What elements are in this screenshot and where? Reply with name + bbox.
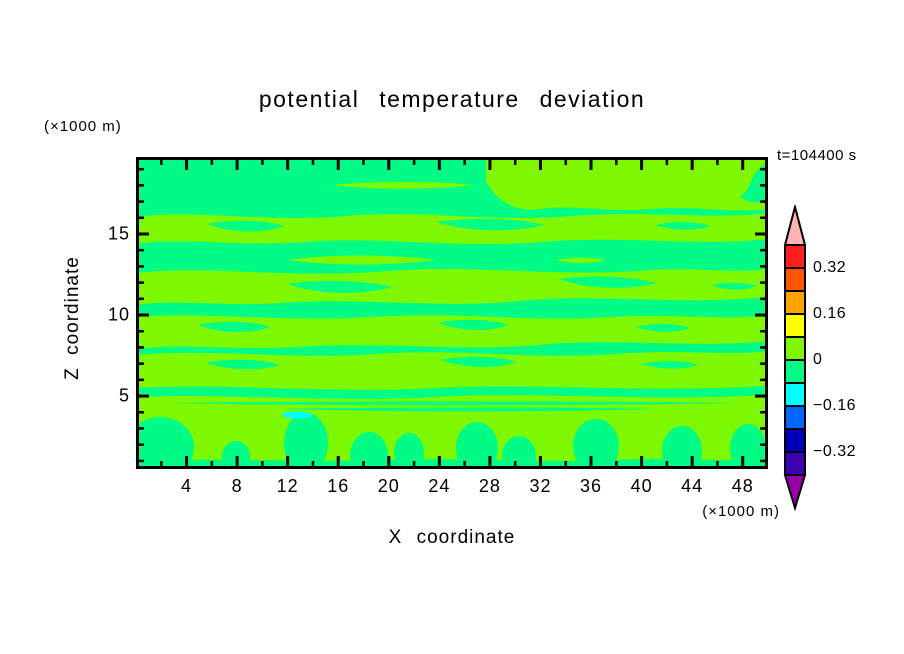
x-tick-label: 40 [630,476,653,496]
x-tick-label: 44 [681,476,704,496]
colorbar-label: −0.16 [813,397,856,414]
z-tick-labels: 5 10 15 [88,157,130,469]
colorbar-label: 0.16 [813,305,847,322]
z-axis-label: Z coordinate [62,256,83,380]
x-tick-label: 8 [231,476,243,496]
colorbar-label: −0.32 [813,443,856,460]
z-tick-label: 5 [118,385,130,406]
x-tick-labels: 4 8 12 16 20 24 28 32 36 40 44 48 [136,476,768,498]
x-tick-label: 36 [580,476,603,496]
x-tick-label: 4 [181,476,193,496]
colorbar [783,205,807,511]
x-tick-label: 48 [731,476,754,496]
x-tick-label: 28 [478,476,501,496]
x-axis-unit-label: (×1000 m) [702,503,780,520]
z-tick-label: 15 [107,223,130,244]
z-axis-unit-label: (×1000 m) [44,118,122,135]
time-label: t=104400 s [777,147,857,164]
x-tick-label: 20 [377,476,400,496]
x-tick-label: 12 [276,476,299,496]
colorbar-labels: 0.32 0.16 0 −0.16 −0.32 [813,205,883,511]
x-tick-label: 16 [327,476,350,496]
x-axis-label: X coordinate [388,527,516,548]
z-tick-label: 10 [107,304,130,325]
contour-plot [136,157,768,469]
x-tick-label: 24 [428,476,451,496]
colorbar-label: 0.32 [813,259,847,276]
x-tick-label: 32 [529,476,552,496]
plot-title: potential temperature deviation [258,86,646,112]
colorbar-label: 0 [813,351,823,368]
